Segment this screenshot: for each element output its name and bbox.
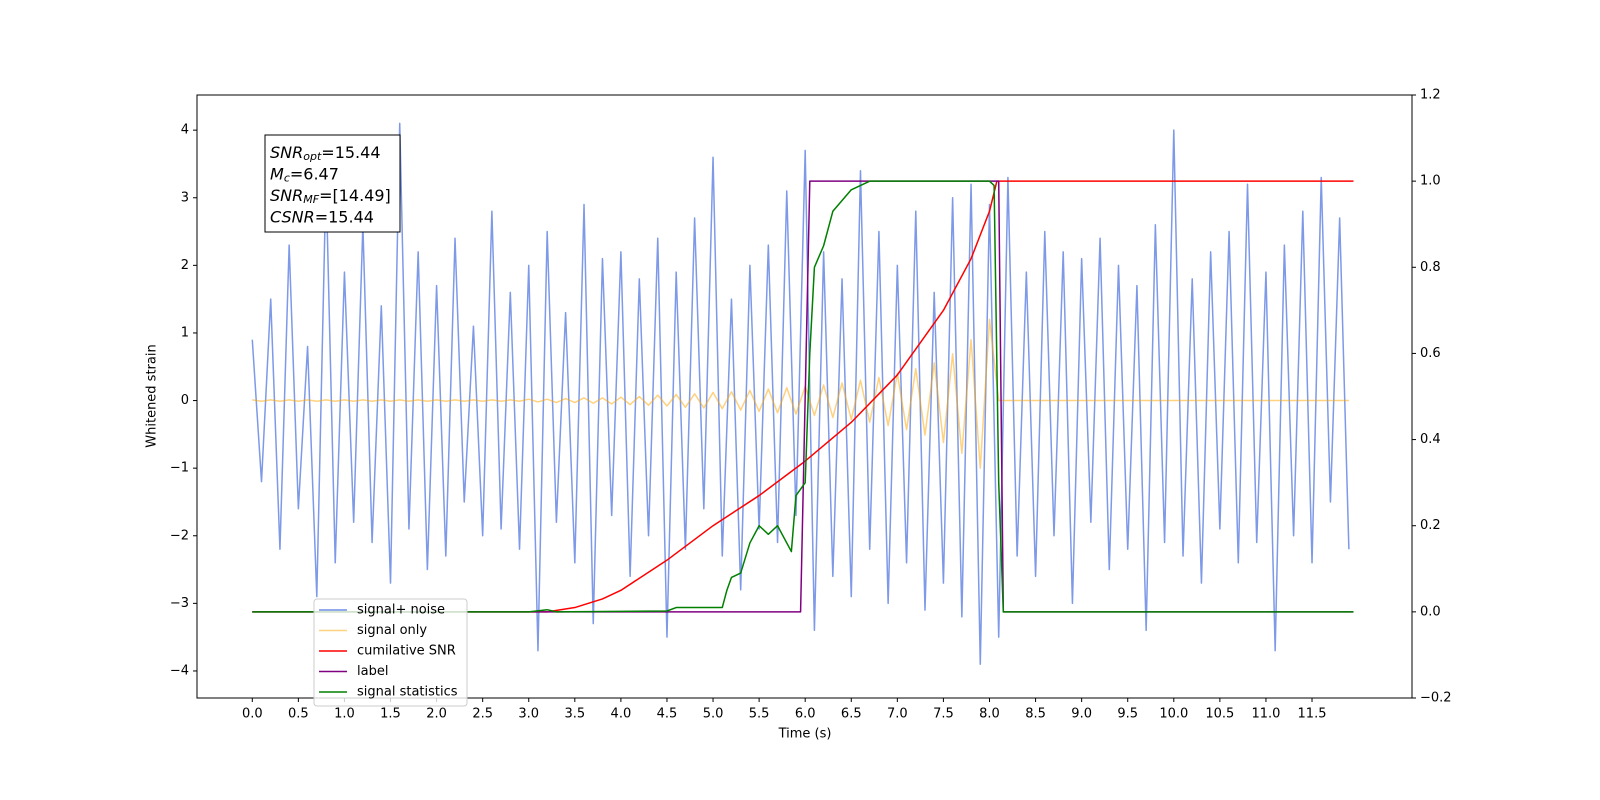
annotation-symbol: CSNR bbox=[270, 207, 315, 226]
x-tick-label: 1.5 bbox=[380, 707, 401, 722]
annotation-subscript: MF bbox=[303, 193, 319, 206]
annotation-symbol: SNR bbox=[270, 143, 303, 162]
annotation-value: =[14.49] bbox=[319, 186, 391, 205]
y2-tick-label: 0.4 bbox=[1420, 432, 1441, 447]
x-tick-label: 2.0 bbox=[426, 707, 447, 722]
y-axis-label: Whitened strain bbox=[145, 344, 160, 447]
y2-tick-label: 0.2 bbox=[1420, 518, 1441, 533]
y-tick-label: 3 bbox=[181, 190, 189, 205]
annotation: Mc=6.47 bbox=[270, 164, 339, 185]
series-line bbox=[251, 122, 1350, 665]
x-tick-label: 0.0 bbox=[242, 707, 263, 722]
y-tick-label: 1 bbox=[181, 325, 189, 340]
annotation-value: =15.44 bbox=[315, 207, 374, 226]
x-tick-label: 9.0 bbox=[1071, 707, 1092, 722]
y-tick-label: −1 bbox=[170, 461, 189, 476]
x-tick-label: 11.0 bbox=[1251, 707, 1280, 722]
series-line bbox=[252, 180, 1354, 613]
x-tick-label: 5.5 bbox=[749, 707, 770, 722]
x-tick-label: 10.5 bbox=[1205, 707, 1234, 722]
series-line bbox=[252, 180, 1354, 613]
x-tick-label: 6.5 bbox=[841, 707, 862, 722]
legend-label: cumilative SNR bbox=[357, 644, 456, 659]
x-tick-label: 1.0 bbox=[334, 707, 355, 722]
annotation-value: =15.44 bbox=[321, 143, 380, 162]
legend-label: signal statistics bbox=[357, 685, 458, 700]
legend-box bbox=[313, 598, 468, 707]
y2-tick-label: 0.0 bbox=[1420, 604, 1441, 619]
x-tick-label: 4.0 bbox=[611, 707, 632, 722]
annotation-value: =6.47 bbox=[290, 164, 339, 183]
x-tick-label: 0.5 bbox=[288, 707, 309, 722]
x-tick-label: 5.0 bbox=[703, 707, 724, 722]
annotation-box bbox=[264, 134, 401, 233]
y-tick-label: −2 bbox=[170, 528, 189, 543]
legend-label: label bbox=[357, 664, 388, 679]
annotation: SNRopt=15.44 bbox=[270, 143, 381, 164]
y2-tick-label: 0.6 bbox=[1420, 346, 1441, 361]
annotation-subscript: c bbox=[284, 172, 290, 185]
plot-area bbox=[251, 122, 1354, 665]
x-tick-label: 9.5 bbox=[1117, 707, 1138, 722]
annotation-symbol: SNR bbox=[270, 186, 303, 205]
y2-tick-label: 1.2 bbox=[1420, 88, 1441, 103]
x-tick-label: 3.0 bbox=[518, 707, 539, 722]
legend-label: signal only bbox=[357, 623, 427, 638]
x-tick-label: 10.0 bbox=[1159, 707, 1188, 722]
annotation-symbol: M bbox=[270, 164, 284, 183]
annotation: CSNR=15.44 bbox=[270, 207, 374, 226]
x-tick-label: 7.0 bbox=[887, 707, 908, 722]
x-tick-label: 11.5 bbox=[1298, 707, 1327, 722]
x-tick-label: 7.5 bbox=[933, 707, 954, 722]
y-tick-label: 2 bbox=[181, 258, 189, 273]
x-tick-label: 2.5 bbox=[472, 707, 493, 722]
x-tick-label: 6.0 bbox=[795, 707, 816, 722]
annotation-subscript: opt bbox=[303, 150, 322, 163]
plot-frame bbox=[196, 94, 1413, 699]
legend-label: signal+ noise bbox=[357, 603, 445, 618]
annotation: SNRMF=[14.49] bbox=[270, 186, 391, 207]
y-tick-label: 4 bbox=[181, 123, 189, 138]
x-tick-label: 8.5 bbox=[1025, 707, 1046, 722]
y2-tick-label: −0.2 bbox=[1420, 691, 1452, 706]
x-tick-label: 3.5 bbox=[564, 707, 585, 722]
series-line bbox=[252, 318, 1349, 469]
y-tick-label: 0 bbox=[181, 393, 189, 408]
x-tick-label: 8.0 bbox=[979, 707, 1000, 722]
x-axis-label: Time (s) bbox=[778, 727, 832, 742]
y2-tick-label: 0.8 bbox=[1420, 260, 1441, 275]
y-tick-label: −4 bbox=[170, 663, 189, 678]
x-tick-label: 4.5 bbox=[657, 707, 678, 722]
y-tick-label: −3 bbox=[170, 596, 189, 611]
y2-tick-label: 1.0 bbox=[1420, 174, 1441, 189]
